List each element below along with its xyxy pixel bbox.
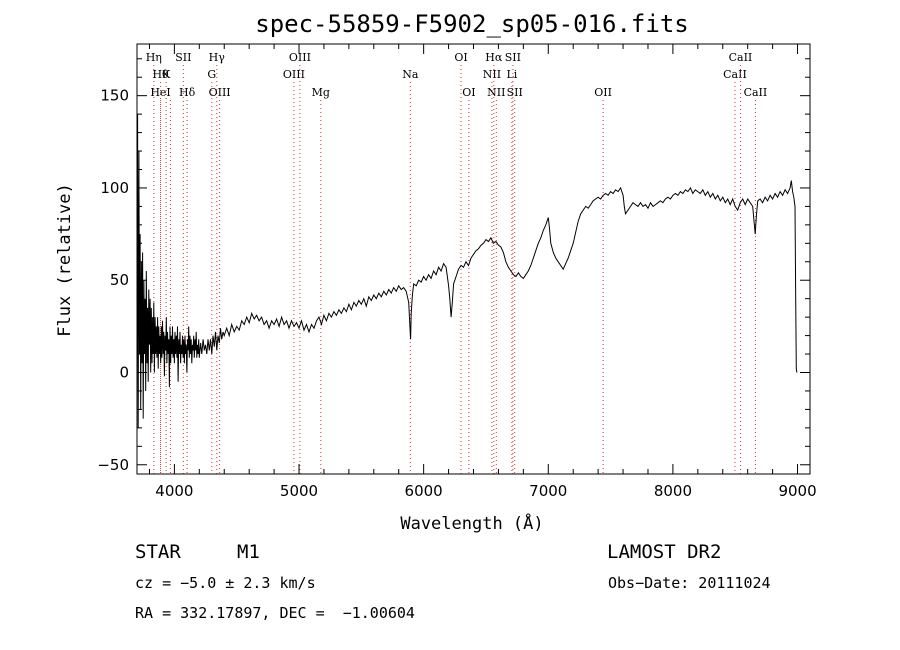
spectral-line-label: CaII xyxy=(723,68,747,81)
object-class: STAR xyxy=(135,541,181,563)
x-tick-label: 5000 xyxy=(280,482,318,500)
spectral-line-label: SII xyxy=(507,86,523,99)
spectral-line-label: G xyxy=(207,68,216,81)
spectral-line-label: OIII xyxy=(209,86,231,99)
spectral-line-label: HeI xyxy=(150,86,170,99)
spectral-line-label: OIII xyxy=(283,68,305,81)
x-tick-label: 4000 xyxy=(155,482,193,500)
y-tick-label: 50 xyxy=(110,271,129,289)
spectral-line-label: Hδ xyxy=(179,86,196,99)
spectral-line-label: NII xyxy=(483,68,501,81)
spectral-line-label: SII xyxy=(175,51,191,64)
spectral-line-label: OIII xyxy=(289,51,311,64)
spectral-line-label: Na xyxy=(402,68,419,81)
chart-title: spec-55859-F5902_sp05-016.fits xyxy=(255,10,688,38)
x-tick-label: 9000 xyxy=(778,482,816,500)
y-tick-label: 150 xyxy=(100,87,129,105)
spectral-line-label: NII xyxy=(487,86,505,99)
spectral-line-label: Hη xyxy=(146,51,162,64)
spectral-line-label: Hθ xyxy=(152,68,169,81)
x-tick-label: 8000 xyxy=(654,482,692,500)
spectral-line-label: OII xyxy=(594,86,612,99)
spectral-line-label: K xyxy=(162,68,171,81)
spectral-line-label: Hα xyxy=(485,51,503,64)
observation-date: Obs−Date: 20111024 xyxy=(608,574,771,592)
object-subclass: M1 xyxy=(237,541,260,563)
sky-coordinates: RA = 332.17897, DEC = −1.00604 xyxy=(135,604,415,622)
spectral-line-label: Mg xyxy=(312,86,330,99)
spectral-line-label: CaII xyxy=(729,51,753,64)
spectral-line-label: OI xyxy=(454,51,467,64)
spectral-line-label: OI xyxy=(462,86,475,99)
y-axis-label: Flux (relative) xyxy=(55,183,75,337)
spectral-line-markers: Hη HθK HeI SII Hδ G Hγ OIII OIII OIII Mg Na OI OI NII H… xyxy=(146,51,768,474)
spectral-line-label: Hγ xyxy=(209,51,226,64)
spectral-line-label: CaII xyxy=(744,86,768,99)
y-tick-label: −50 xyxy=(97,456,129,474)
x-axis-label: Wavelength (Å) xyxy=(400,512,543,534)
plot-frame xyxy=(136,43,811,475)
x-tick-label: 6000 xyxy=(405,482,443,500)
spectrum-line xyxy=(136,114,798,428)
redshift-velocity: cz = −5.0 ± 2.3 km/s xyxy=(135,574,316,592)
spectral-line-label: SII xyxy=(505,51,521,64)
y-tick-label: 100 xyxy=(100,179,129,197)
spectral-line-label: Li xyxy=(506,68,517,81)
survey-name: LAMOST DR2 xyxy=(607,541,722,563)
spectrum-series xyxy=(136,114,798,428)
x-tick-label: 7000 xyxy=(529,482,567,500)
axis-ticks: 4000 5000 6000 7000 8000 9000 −50 0 50 100 150 xyxy=(97,44,817,500)
y-tick-label: 0 xyxy=(119,363,129,381)
